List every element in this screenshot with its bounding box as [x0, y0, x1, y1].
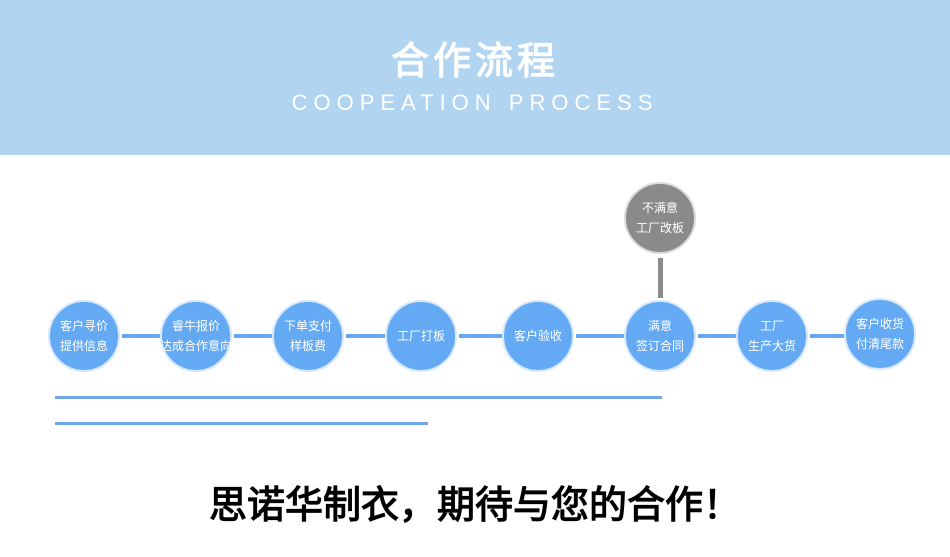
header-band — [0, 0, 950, 155]
branch-circle: 不满意 工厂改板 — [624, 182, 696, 254]
connector — [698, 334, 736, 338]
divider-line — [55, 396, 662, 399]
step-label: 付清尾款 — [855, 337, 904, 351]
divider-line — [55, 422, 428, 425]
connector — [576, 334, 624, 338]
step-label: 下单支付 — [283, 319, 332, 333]
step-label: 客户寻价 — [59, 319, 108, 333]
page-title: 合作流程 — [390, 39, 559, 83]
slogan: 思诺华制衣，期待与您的合作！ — [208, 482, 741, 527]
step-label: 工厂打板 — [396, 329, 445, 343]
connector — [122, 334, 160, 338]
branch-connector — [658, 258, 663, 298]
step-circle: 下单支付 样板费 — [272, 300, 344, 372]
step-label: 样板费 — [289, 339, 326, 353]
page-subtitle: COOPEATION PROCESS — [291, 90, 659, 115]
connector — [459, 334, 502, 338]
branch-label: 不满意 — [641, 201, 678, 215]
step-label: 生产大货 — [747, 339, 796, 353]
step-circle: 工厂打板 — [385, 300, 457, 372]
step-label: 提供信息 — [59, 339, 108, 353]
connector — [234, 334, 272, 338]
step-circle: 客户验收 — [502, 300, 574, 372]
step-label: 满意 — [647, 319, 672, 333]
step-label: 达成合作意向 — [160, 339, 233, 353]
step-circle: 客户寻价 提供信息 — [48, 300, 120, 372]
step-circle: 工厂 生产大货 — [736, 300, 808, 372]
connector — [810, 334, 844, 338]
step-circle: 客户收货 付清尾款 — [844, 298, 916, 370]
step-label: 签订合同 — [635, 339, 684, 353]
branch-label: 工厂改板 — [635, 221, 684, 235]
step-circle: 睿牛报价达成合作意向 — [160, 300, 232, 372]
step-label: 客户验收 — [513, 329, 562, 343]
step-label: 工厂 — [759, 319, 784, 333]
step-circle: 满意 签订合同 — [624, 300, 696, 372]
step-label: 客户收货 — [855, 317, 904, 331]
connector — [346, 334, 385, 338]
step-label: 睿牛报价 — [171, 319, 220, 333]
